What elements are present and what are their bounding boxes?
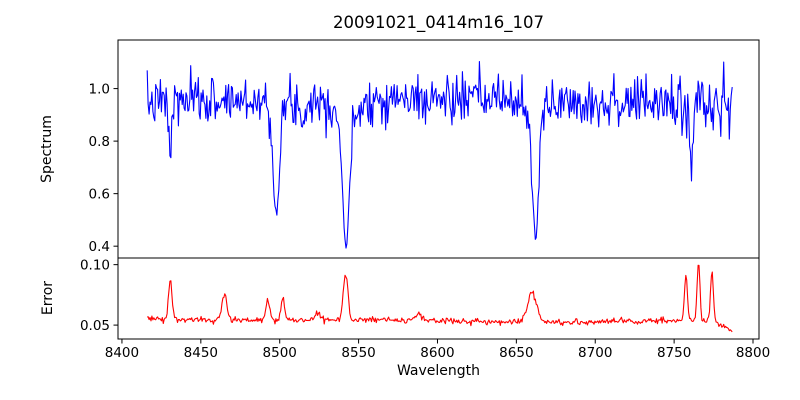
x-tick-label: 8450 <box>184 345 218 361</box>
y-tick-label-spectrum: 0.4 <box>89 239 110 255</box>
x-tick-label: 8600 <box>420 345 454 361</box>
x-tick-label: 8750 <box>657 345 691 361</box>
y-tick-label-error: 0.10 <box>80 257 110 273</box>
x-tick-label: 8400 <box>105 345 139 361</box>
x-tick-label: 8700 <box>578 345 612 361</box>
x-tick-label: 8650 <box>499 345 533 361</box>
x-tick-label: 8800 <box>736 345 770 361</box>
x-tick-label: 8550 <box>341 345 375 361</box>
y-tick-label-error: 0.05 <box>80 318 110 334</box>
y-axis-label-error: Error <box>40 280 56 316</box>
error-line <box>146 264 733 333</box>
error-panel-border <box>117 257 760 340</box>
chart-title: 20091021_0414m16_107 <box>332 13 545 32</box>
y-tick-label-spectrum: 0.8 <box>89 134 110 150</box>
x-axis-label: Wavelength <box>396 363 481 379</box>
y-tick-label-spectrum: 1.0 <box>89 81 110 97</box>
x-tick-label: 8500 <box>263 345 297 361</box>
y-tick-label-spectrum: 0.6 <box>89 186 110 202</box>
y-axis-label-spectrum: Spectrum <box>39 115 55 183</box>
spectrum-line <box>146 60 733 249</box>
